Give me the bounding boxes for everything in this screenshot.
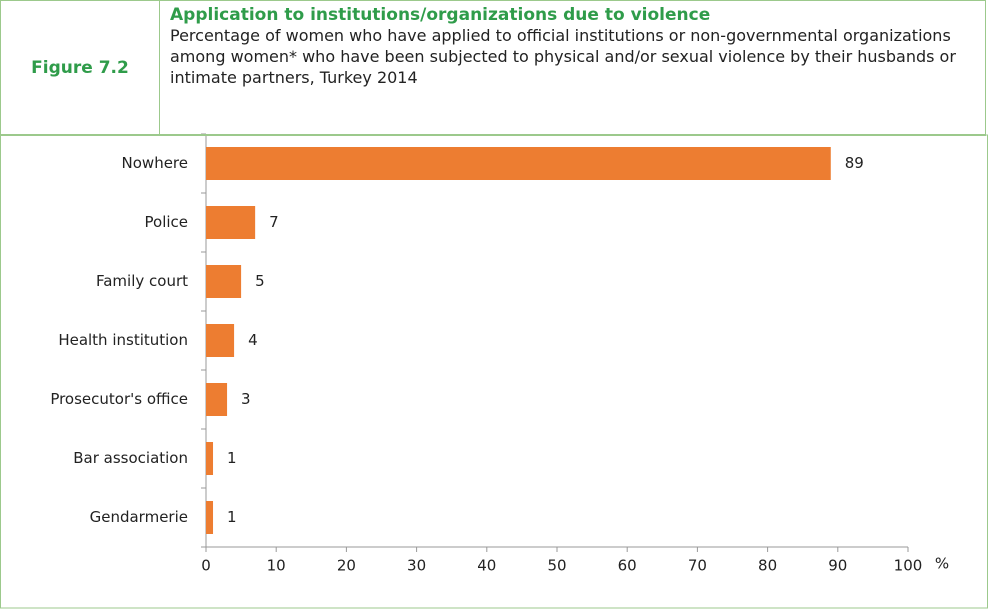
x-tick-label: 80: [758, 557, 777, 575]
x-tick-label: 30: [407, 557, 426, 575]
y-tick-label: Family court: [96, 272, 188, 290]
y-tick-label: Bar association: [73, 449, 188, 467]
bar: [206, 442, 214, 475]
y-tick-label: Nowhere: [122, 154, 188, 172]
bar: [206, 265, 242, 298]
bar: [206, 324, 235, 357]
data-label: 1: [227, 508, 237, 526]
x-tick-label: 10: [267, 557, 286, 575]
header: Figure 7.2 Application to institutions/o…: [0, 0, 986, 136]
chart-title: Application to institutions/organization…: [170, 5, 711, 25]
y-tick-label: Gendarmerie: [90, 508, 188, 526]
bar: [206, 147, 831, 180]
x-tick-label: 50: [547, 557, 566, 575]
y-tick-label: Police: [145, 213, 189, 231]
bar: [206, 501, 214, 534]
figure-label: Figure 7.2: [1, 1, 160, 134]
x-tick-label: 20: [337, 557, 356, 575]
data-label: 4: [248, 331, 258, 349]
bar: [206, 383, 228, 416]
x-axis-label: %: [935, 555, 949, 573]
bar: [206, 206, 256, 239]
data-label: 89: [845, 154, 864, 172]
data-label: 5: [255, 272, 265, 290]
data-label: 1: [227, 449, 237, 467]
x-tick-label: 0: [201, 557, 211, 575]
header-text: Application to institutions/organization…: [160, 1, 985, 134]
x-tick-label: 40: [477, 557, 496, 575]
data-label: 7: [269, 213, 279, 231]
x-tick-label: 60: [618, 557, 637, 575]
data-label: 3: [241, 390, 251, 408]
chart-subtitle: Percentage of women who have applied to …: [170, 26, 956, 87]
chart-frame: [0, 134, 988, 609]
y-tick-label: Health institution: [58, 331, 188, 349]
x-tick-label: 90: [828, 557, 847, 575]
x-tick-label: 70: [688, 557, 707, 575]
x-tick-label: 100: [894, 557, 923, 575]
y-tick-label: Prosecutor's office: [50, 390, 188, 408]
